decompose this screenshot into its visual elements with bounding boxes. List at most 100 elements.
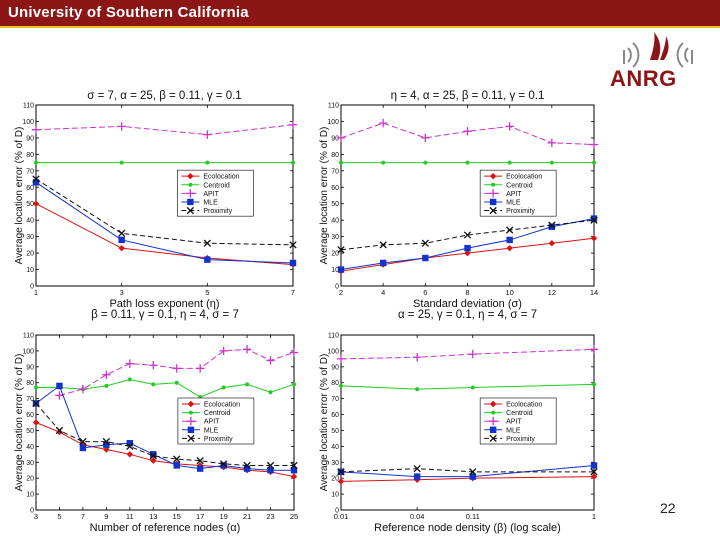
data-point [288, 120, 298, 129]
data-point [243, 461, 251, 470]
data-point [268, 390, 273, 395]
chart-title: η = 4, α = 25, β = 0.11, γ = 0.1 [391, 90, 545, 102]
data-point [55, 426, 64, 435]
series-apit [336, 118, 599, 149]
data-point [32, 399, 40, 408]
data-point [196, 465, 204, 472]
series-proximity [337, 216, 598, 254]
x-tick-label: 7 [291, 288, 295, 297]
legend-marker [187, 172, 194, 180]
y-tick-label: 50 [26, 428, 34, 435]
data-point [150, 451, 157, 458]
series-proximity [32, 399, 298, 470]
data-point [337, 468, 345, 476]
header-bar: University of Southern California [0, 0, 720, 26]
legend-label: Proximity [204, 436, 233, 443]
x-tick-label: 23 [266, 512, 274, 521]
data-point [32, 200, 40, 207]
series-proximity [32, 175, 297, 249]
data-point [290, 461, 298, 470]
legend-label: APIT [204, 419, 220, 426]
data-point [378, 118, 388, 128]
data-point [290, 473, 298, 480]
series-mle [337, 215, 598, 273]
series-apit [31, 120, 298, 139]
data-point [245, 382, 250, 387]
x-tick-label: 1 [592, 512, 596, 521]
data-point [506, 244, 513, 252]
series-line [35, 181, 294, 264]
y-tick-label: 110 [328, 103, 339, 110]
y-tick-label: 90 [331, 364, 339, 371]
legend-marker [186, 189, 195, 198]
data-point [219, 460, 228, 468]
legend-marker [491, 182, 496, 187]
legend-marker [187, 426, 195, 433]
x-tick-label: 0.01 [334, 512, 349, 521]
y-tick-label: 110 [23, 103, 34, 110]
legend-label: Ecolocation [506, 402, 542, 409]
legend-marker [488, 417, 498, 426]
data-point [468, 349, 477, 359]
legend-label: Centroid [506, 182, 533, 189]
legend-label: Centroid [203, 182, 230, 189]
chart-title: σ = 7, α = 25, β = 0.11, γ = 0.1 [87, 90, 241, 102]
y-tick-label: 10 [26, 492, 34, 499]
x-axis-label: Reference node density (β) (log scale) [374, 522, 561, 534]
data-point [592, 382, 596, 387]
data-point [126, 451, 134, 458]
legend-label: MLE [506, 199, 521, 206]
data-point [469, 473, 476, 480]
data-point [463, 127, 472, 136]
x-tick-label: 21 [243, 512, 251, 521]
x-tick-label: 12 [548, 288, 556, 297]
x-tick-label: 3 [34, 512, 38, 521]
y-tick-label: 60 [331, 185, 339, 192]
anrg-logo-icon [623, 32, 693, 68]
chart-title: α = 25, γ = 0.1, η = 4, σ = 7 [398, 309, 537, 321]
data-point [379, 241, 387, 249]
data-point [203, 239, 211, 247]
data-point [336, 354, 346, 364]
data-point [337, 478, 345, 485]
legend-label: APIT [506, 191, 522, 198]
series-centroid [339, 382, 596, 392]
data-point [507, 160, 512, 165]
legend-marker [188, 182, 193, 187]
y-tick-label: 10 [331, 267, 339, 274]
legend-marker [489, 198, 497, 206]
y-tick-label: 110 [23, 333, 34, 340]
data-point [590, 462, 598, 469]
x-tick-label: 13 [149, 512, 157, 521]
data-point [548, 221, 556, 229]
series-line [35, 403, 294, 466]
x-tick-label: 8 [465, 288, 469, 297]
data-point [79, 444, 87, 452]
x-tick-label: 9 [104, 512, 108, 521]
plot-frame [35, 334, 295, 511]
data-point [204, 256, 211, 263]
y-tick-label: 80 [26, 380, 34, 387]
y-tick-label: 70 [331, 168, 339, 175]
series-centroid [339, 160, 596, 165]
data-point [149, 452, 157, 460]
series-line [59, 348, 295, 396]
y-tick-label: 90 [26, 135, 34, 142]
legend-label: MLE [506, 427, 521, 434]
y-tick-label: 30 [331, 234, 339, 241]
data-point [379, 259, 387, 267]
series-mle [32, 382, 298, 474]
x-tick-label: 2 [339, 288, 343, 297]
data-point [151, 382, 156, 387]
y-tick-label: 20 [331, 251, 339, 258]
data-point [102, 370, 111, 379]
y-tick-label: 20 [26, 251, 34, 258]
data-point [590, 216, 598, 224]
legend-marker [491, 410, 496, 415]
series-line [35, 124, 294, 136]
series-line [340, 476, 595, 482]
legend-marker [489, 206, 497, 215]
x-axis-label: Path loss exponent (η) [109, 298, 219, 310]
